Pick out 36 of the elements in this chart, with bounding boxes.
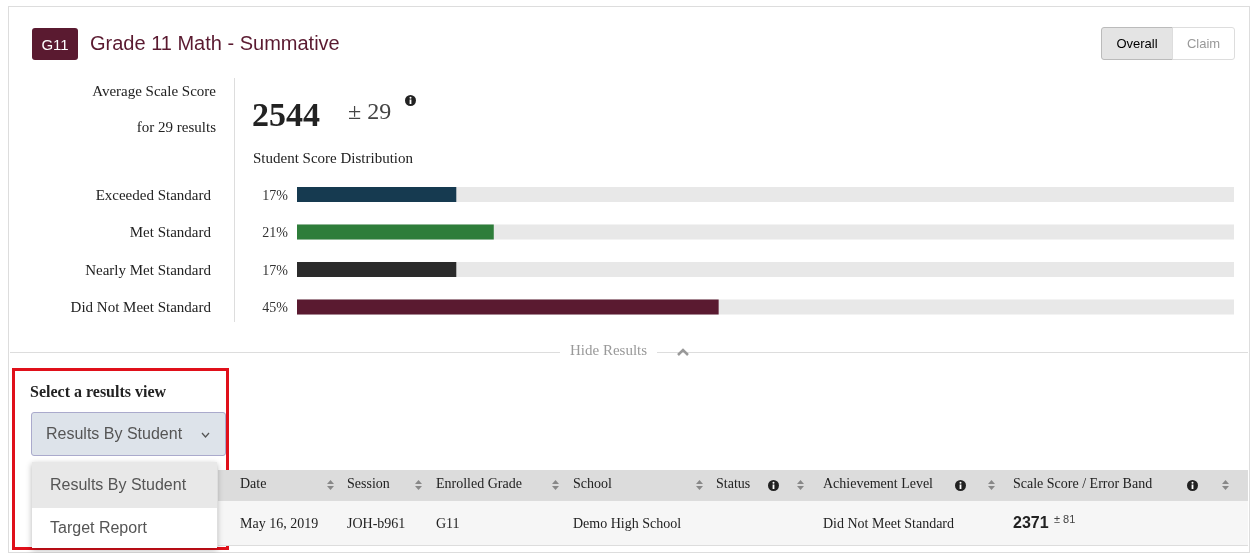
text: Claim [1172,27,1235,60]
y-tick-label: Nearly Met Standard [85,261,212,278]
data-label: 45% [262,300,289,315]
chart-subtitle: Student Score Distribution [253,150,413,166]
text: ± 29 [348,98,392,124]
text: ± 81 [1054,513,1076,525]
text: Scale Score / Error Band [1013,476,1153,491]
text: G11 [436,516,460,531]
text: Results By Student [32,462,217,508]
data-label: 17% [262,187,289,203]
text: Status [716,476,751,491]
text: Date [240,476,267,491]
text: Did Not Meet Standard [823,516,955,531]
text: Overall [1101,27,1173,60]
text: 2371 [1013,514,1049,531]
text: G11 [32,28,78,60]
data-label: 17% [262,262,289,278]
text: for 29 results [136,119,216,135]
data-label: 21% [262,225,289,240]
text: Enrolled Grade [436,476,522,491]
y-tick-label: Met Standard [129,224,212,241]
text: JOH-b961 [347,516,406,531]
y-tick-label: Did Not Meet Standard [70,299,212,316]
y-tick-label: Exceeded Standard [95,186,212,203]
text: Select a results view [30,383,167,400]
text: Session [347,476,390,491]
text: Average Scale Score [92,83,216,99]
text: 2544 [252,96,320,133]
text: Achievement Level [823,476,934,491]
text: Hide Results [560,342,658,359]
text: Demo High School [573,516,682,531]
text: Target Report [49,518,148,538]
text: May 16, 2019 [240,516,319,531]
text: School [573,476,612,491]
chart-title: Grade 11 Math - Summative [90,32,340,54]
text: Results By Student [31,412,226,456]
